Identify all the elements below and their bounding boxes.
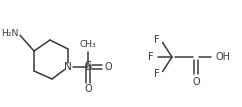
Text: H₂N: H₂N: [1, 28, 18, 37]
Text: F: F: [154, 35, 159, 45]
Text: CH₃: CH₃: [80, 39, 96, 48]
Text: S: S: [84, 60, 92, 74]
Text: F: F: [154, 69, 159, 79]
Text: OH: OH: [215, 52, 230, 62]
Text: O: O: [192, 77, 200, 87]
Text: N: N: [64, 62, 72, 72]
Text: F: F: [148, 52, 153, 62]
Text: O: O: [105, 62, 112, 72]
Text: O: O: [84, 85, 92, 94]
